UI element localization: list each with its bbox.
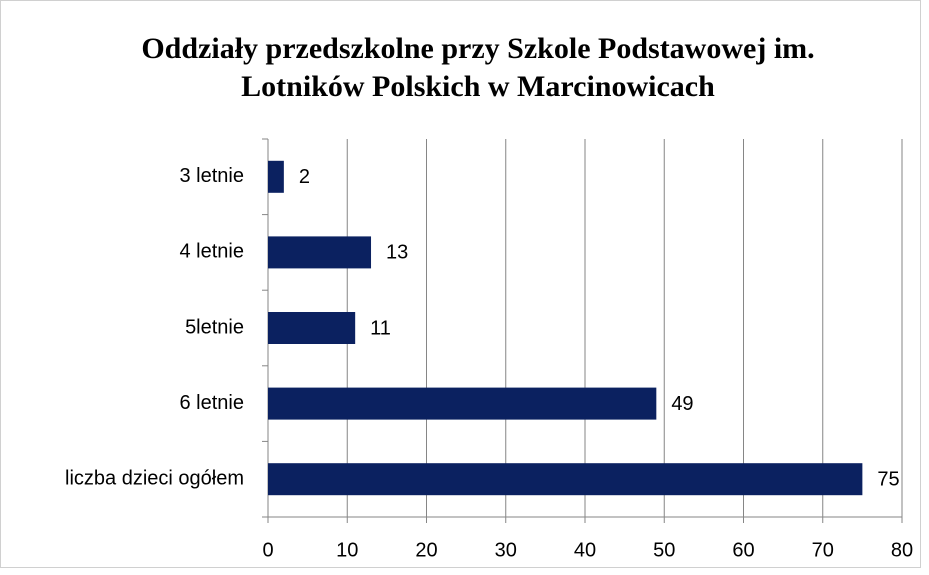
x-tick-label: 70	[812, 539, 834, 561]
y-tick-label: 3 letnie	[180, 165, 245, 187]
bar	[268, 236, 372, 269]
data-label: 13	[386, 242, 408, 264]
y-tick-label: 5letnie	[185, 316, 244, 338]
y-tick-label: liczba dzieci ogółem	[65, 467, 244, 489]
data-label: 11	[370, 317, 391, 339]
chart-border	[0, 0, 921, 568]
x-tick-label: 50	[653, 539, 675, 561]
x-tick-label: 30	[495, 539, 517, 561]
bar	[268, 312, 356, 344]
bar	[268, 160, 284, 193]
chart-title: Oddziały przedszkolne przy Szkole Podsta…	[141, 32, 815, 103]
x-tick-label: 60	[732, 539, 754, 561]
bar	[268, 463, 863, 496]
data-label: 75	[877, 468, 899, 490]
x-tick-label: 40	[574, 539, 596, 561]
y-tick-label: 4 letnie	[180, 241, 245, 263]
x-tick-label: 80	[891, 539, 913, 561]
x-tick-label: 20	[415, 539, 437, 561]
data-label: 2	[299, 166, 310, 188]
x-tick-label: 0	[262, 539, 273, 561]
y-tick-label: 6 letnie	[180, 392, 245, 414]
data-label: 49	[671, 393, 693, 415]
bar	[268, 387, 657, 420]
x-tick-label: 10	[336, 539, 358, 561]
